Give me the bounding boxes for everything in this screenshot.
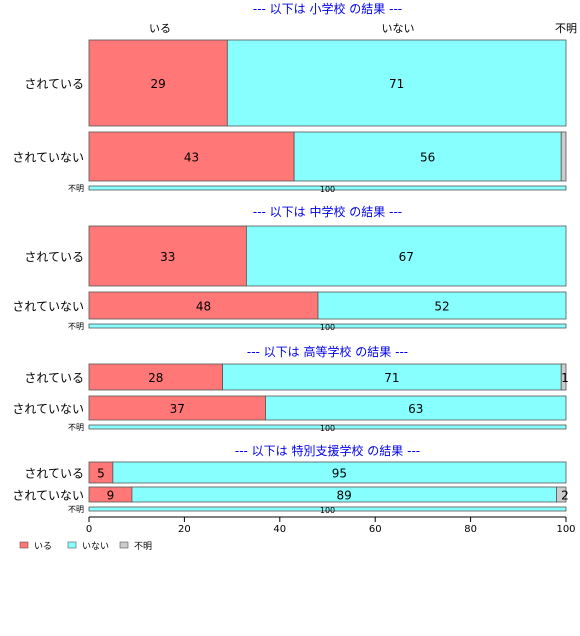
data-label: 100 (320, 323, 335, 332)
bar-segment (88, 39, 228, 127)
data-label: 37 (170, 402, 185, 416)
data-label: 100 (320, 185, 335, 194)
bar-segment (265, 395, 567, 421)
row-label: されている (24, 467, 84, 481)
row-label: 不明 (68, 423, 84, 432)
legend-swatch (119, 541, 129, 549)
bar-segment (88, 323, 567, 329)
bar-segment (88, 131, 295, 182)
legend-label: いる (34, 541, 52, 552)
panel-title: --- 以下は 高等学校 の結果 --- (247, 344, 408, 359)
data-label: 29 (151, 77, 166, 91)
x-axis: 0 20 40 60 80 100 (86, 516, 576, 535)
panel-2: --- 以下は 高等学校 の結果 --- されている 28 71 1 されていない 37 63… (12, 344, 568, 433)
data-label: 5 (97, 467, 105, 481)
data-label: 52 (434, 300, 449, 314)
row-label: されていない (12, 402, 84, 416)
data-label: 100 (320, 424, 335, 433)
panel-1: --- 以下は 中学校 の結果 --- されている 33 67 されていない 48 52 不明… (12, 204, 567, 332)
bar-segment (88, 506, 567, 512)
bar-segment (246, 225, 567, 287)
data-label: 48 (196, 300, 211, 314)
x-tick-label: 20 (178, 524, 191, 535)
panel-title: --- 以下は 小学校 の結果 --- (253, 1, 402, 16)
data-label: 71 (384, 371, 399, 385)
x-tick-label: 0 (86, 524, 92, 535)
bar-segment (88, 395, 266, 421)
bar-segment (88, 424, 567, 430)
row-label: 不明 (68, 505, 84, 514)
bar-segment (88, 363, 223, 391)
row-label: 不明 (68, 184, 84, 193)
panel-title: --- 以下は 中学校 の結果 --- (253, 204, 402, 219)
legend-label: 不明 (134, 541, 152, 552)
panel-0: --- 以下は 小学校 の結果 --- されている 29 71 されていない 43 56 不明… (12, 1, 567, 194)
top-column-label: 不明 (555, 22, 577, 35)
x-tick-label: 40 (273, 524, 286, 535)
panel-title: --- 以下は 特別支援学校 の結果 --- (235, 443, 420, 458)
data-label: 100 (320, 506, 335, 515)
bar-segment (560, 131, 567, 182)
panel-3: --- 以下は 特別支援学校 の結果 --- されている 5 95 されていない 9 89 2… (12, 443, 568, 515)
data-label: 71 (389, 77, 404, 91)
data-label: 56 (420, 151, 435, 165)
data-label: 33 (160, 250, 175, 264)
data-label: 43 (184, 151, 199, 165)
row-label: されている (24, 250, 84, 264)
row-label: されている (24, 371, 84, 385)
legend-label: いない (82, 541, 109, 552)
x-tick-label: 100 (556, 524, 575, 535)
data-label: 9 (107, 489, 115, 503)
bar-segment (293, 131, 562, 182)
bar-segment (88, 291, 319, 320)
bar-segment (556, 486, 567, 503)
row-label: 不明 (68, 322, 84, 331)
row-label: されていない (12, 151, 84, 165)
data-label: 89 (337, 489, 352, 503)
bar-segment (88, 225, 247, 287)
bar-segment (88, 185, 567, 191)
data-label: 67 (399, 250, 414, 264)
bar-segment (317, 291, 567, 320)
x-tick-label: 60 (369, 524, 382, 535)
bar-segment (112, 461, 567, 484)
data-label: 28 (148, 371, 163, 385)
legend: いる いない 不明 (19, 541, 152, 552)
legend-swatch (67, 541, 77, 549)
data-label: 63 (408, 402, 423, 416)
row-label: されていない (12, 489, 84, 503)
data-label: 1 (561, 371, 569, 385)
row-label: されていない (12, 300, 84, 314)
x-tick-label: 80 (464, 524, 477, 535)
bar-segment (560, 363, 567, 391)
top-column-label: いない (382, 22, 415, 35)
top-column-label: いる (149, 22, 171, 35)
data-label: 2 (561, 489, 569, 503)
bar-segment (226, 39, 567, 127)
legend-swatch (19, 541, 29, 549)
row-label: されている (24, 77, 84, 91)
data-label: 95 (332, 467, 347, 481)
